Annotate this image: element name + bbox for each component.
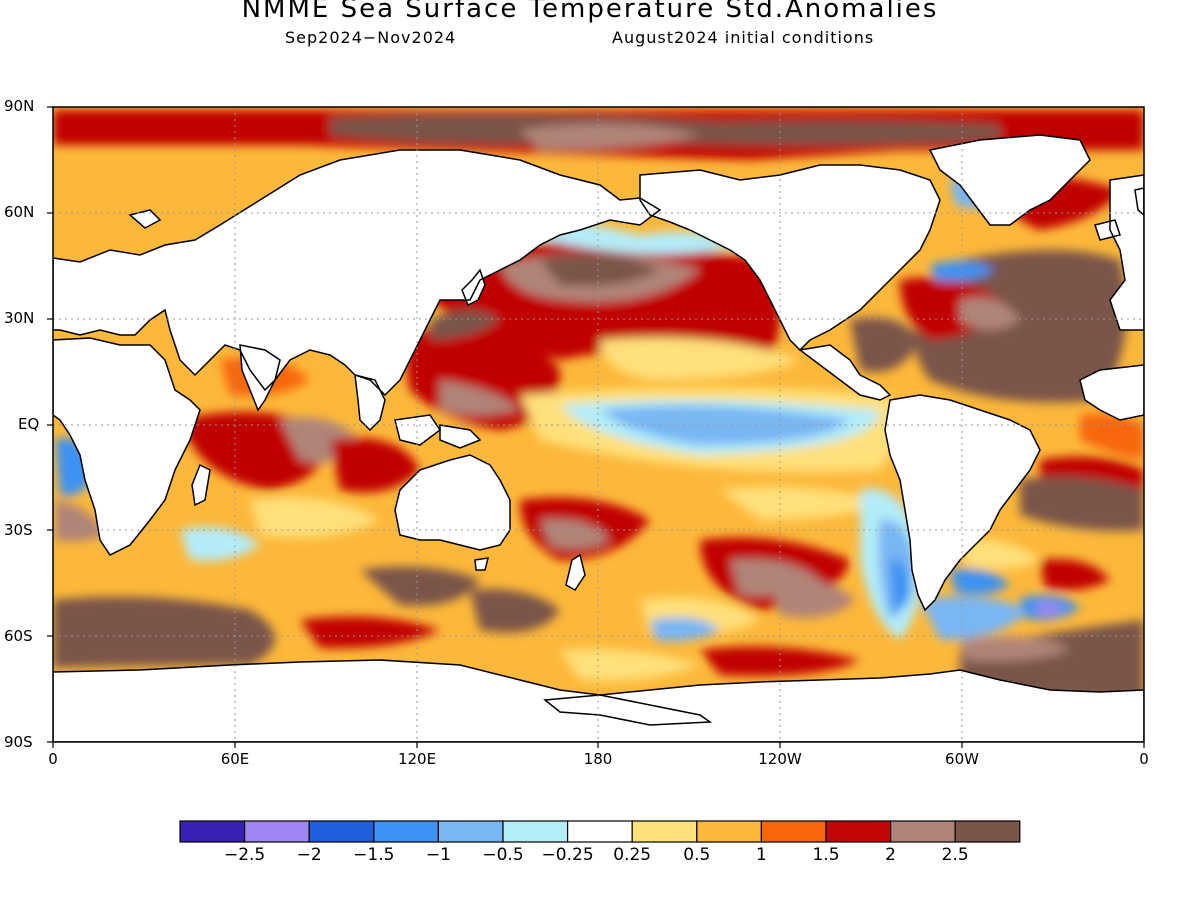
legend-label: −0.25 [541, 845, 594, 865]
lon-label-0-east: 0 [1139, 750, 1149, 768]
legend-swatch [760, 820, 827, 843]
lon-label-120e: 120E [397, 750, 437, 768]
legend-label: −0.5 [482, 845, 524, 865]
legend-label: 0.25 [613, 845, 652, 865]
lon-label-60e: 60E [220, 750, 250, 768]
lat-label-90n: 90N [4, 97, 35, 115]
legend-label: 2 [885, 845, 897, 865]
legend-label: −2 [296, 845, 322, 865]
legend-label: 2.5 [941, 845, 969, 865]
legend-label: 1 [755, 845, 767, 865]
legend-swatch [566, 820, 633, 843]
legend-swatch [631, 820, 698, 843]
lat-label-60n: 60N [4, 203, 35, 221]
lon-label-60w: 60W [945, 750, 979, 768]
initial-conditions-label: August2024 initial conditions [612, 28, 875, 47]
legend-swatch [696, 820, 762, 843]
map-title: NMME Sea Surface Temperature Std.Anomali… [241, 0, 939, 24]
forecast-period: Sep2024−Nov2024 [285, 28, 457, 47]
legend-label: −1.5 [353, 845, 395, 865]
legend-label: 0.5 [683, 845, 711, 865]
legend-swatch [179, 820, 246, 843]
legend-label: −2.5 [223, 845, 266, 865]
lon-label-0: 0 [48, 750, 58, 768]
lat-label-30n: 30N [4, 309, 35, 327]
coastlines [53, 134, 1144, 742]
legend-swatch [825, 820, 892, 843]
lon-label-120w: 120W [758, 750, 802, 768]
legend-swatch [373, 820, 439, 843]
graticule [53, 107, 1144, 742]
legend-label: 1.5 [812, 845, 840, 865]
legend-label: −1 [425, 845, 451, 865]
legend-swatch [889, 820, 956, 843]
legend-colorbar [179, 820, 1021, 843]
legend-swatch [954, 820, 1021, 843]
lat-label-90s: 90S [4, 733, 33, 751]
lat-label-30s: 30S [4, 521, 33, 539]
lat-label-eq: EQ [18, 415, 40, 433]
lon-label-180: 180 [583, 750, 613, 768]
anomaly-regions [53, 110, 1144, 700]
legend-swatch [244, 820, 310, 843]
legend-swatch [502, 820, 569, 843]
legend-swatch [308, 820, 375, 843]
lat-label-60s: 60S [4, 627, 33, 645]
legend-swatch [437, 820, 504, 843]
axis-ticks [47, 106, 1145, 748]
